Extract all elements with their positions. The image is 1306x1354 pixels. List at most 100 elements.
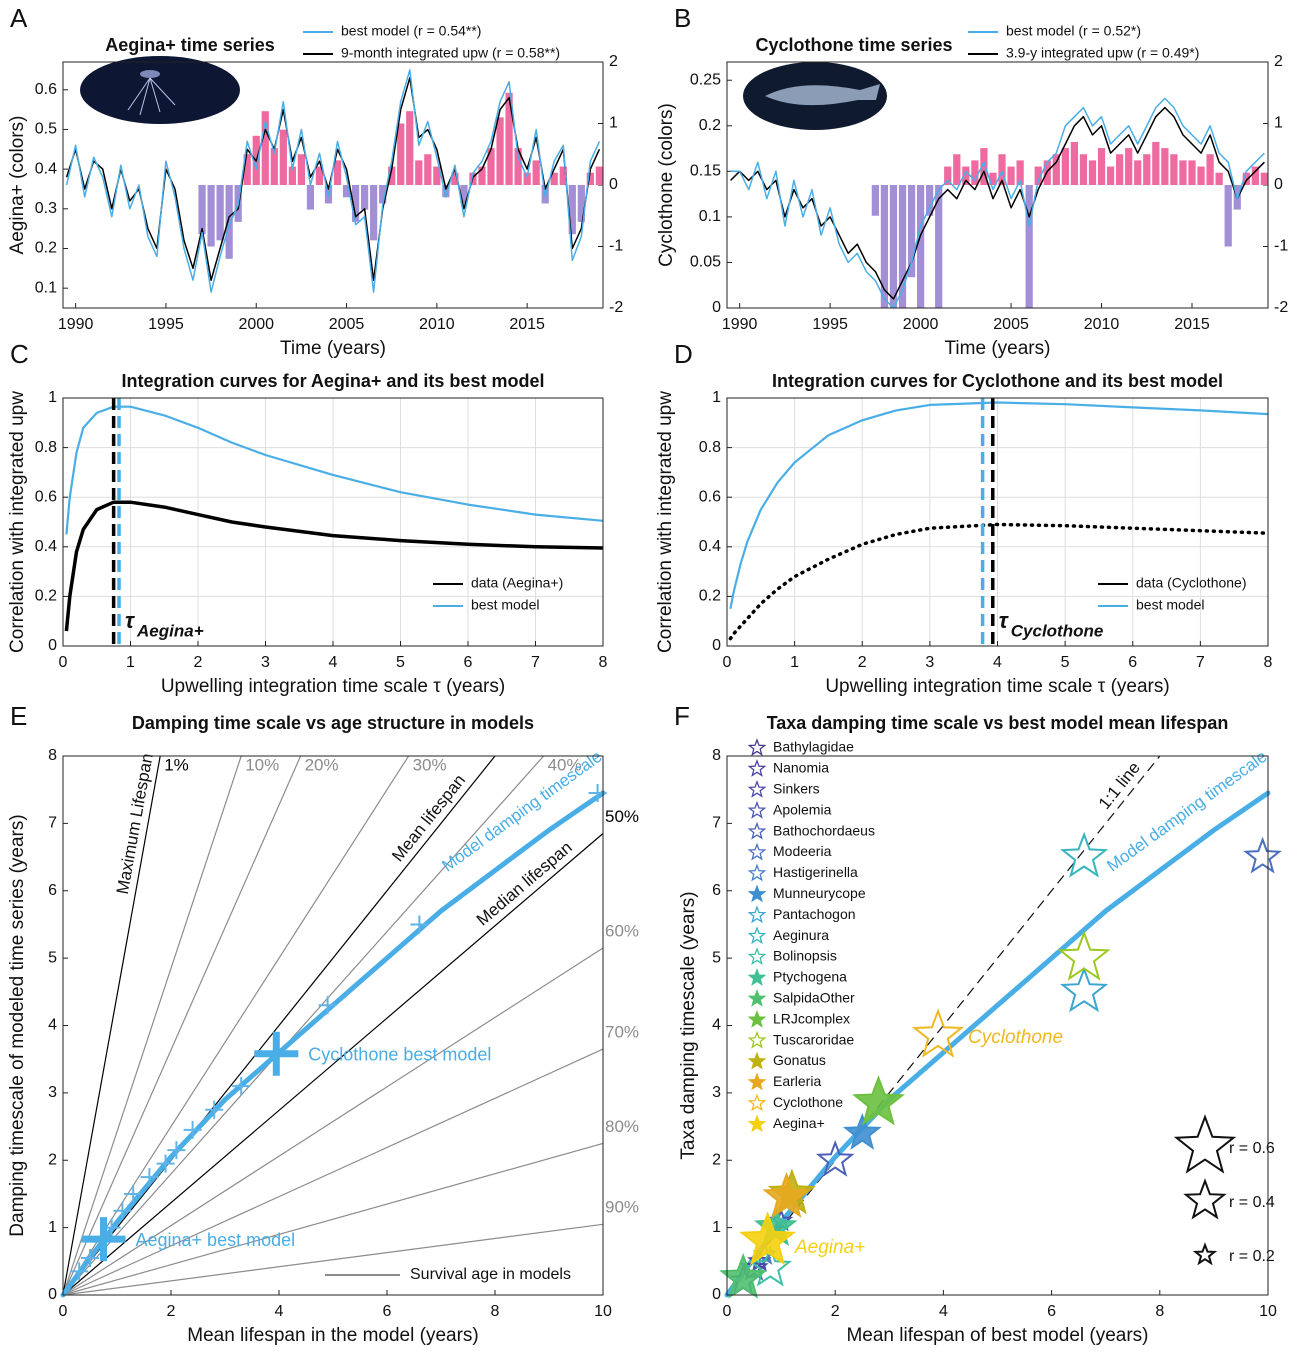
legend-label: Tuscaroridae (773, 1031, 854, 1047)
anomaly-bar (306, 185, 315, 210)
anomaly-bar (998, 154, 1006, 185)
x-tick-label: 8 (491, 1303, 500, 1320)
legend-label: best model (r = 0.54**) (341, 23, 481, 39)
anomaly-bar (315, 166, 324, 185)
jellyfish-photo (80, 56, 240, 124)
y-axis-label: Cyclothone (colors) (656, 103, 677, 267)
x-tick-label: 2015 (509, 316, 545, 333)
survival-line (62, 947, 604, 1296)
survival-line (62, 755, 496, 1296)
y2-tick-label: -2 (1274, 299, 1288, 316)
taxon-star (911, 1008, 965, 1058)
chart-title: Cyclothone time series (755, 35, 952, 55)
anomaly-bar (586, 172, 594, 185)
legend-star (747, 884, 767, 903)
size-legend-star (1192, 1242, 1218, 1266)
y2-tick-label: 1 (1274, 115, 1283, 132)
plot-frame (726, 61, 1269, 309)
taxon-star (739, 1211, 797, 1266)
anomaly-bar (1070, 141, 1079, 185)
legend-label: 3.9-y integrated upw (r = 0.49*) (1006, 45, 1199, 61)
anomaly-bar (1188, 160, 1196, 185)
x-tick-label: 2010 (1084, 316, 1120, 333)
legend-label: Aegina+ (773, 1115, 825, 1131)
x-tick-label: 3 (925, 654, 934, 671)
series-line (64, 500, 604, 632)
taxon-star (1243, 836, 1282, 874)
anomaly-bar (1170, 154, 1178, 185)
anomaly-bar (442, 185, 450, 198)
legend-label: Gonatus (773, 1052, 826, 1068)
anomaly-bar (433, 166, 441, 185)
y-tick-label: 0 (712, 1286, 721, 1303)
taxon-star (762, 1171, 811, 1218)
series-line (728, 522, 1270, 641)
x-tick-label: 2 (167, 1303, 176, 1320)
x-tick-label: 1990 (722, 316, 758, 333)
x-tick-label: 6 (1047, 1303, 1056, 1320)
anomaly-bar (451, 172, 459, 185)
x-tick-label: 4 (993, 654, 1002, 671)
anomaly-bar (953, 154, 961, 185)
anomaly-bar (595, 166, 603, 185)
y-tick-label: 0 (48, 1286, 57, 1303)
anomaly-bar (279, 129, 287, 185)
model-marker (124, 1184, 143, 1203)
anomaly-bar (916, 185, 925, 308)
y-tick-label: 8 (48, 747, 57, 764)
x-tick-label: 2 (858, 654, 867, 671)
y-tick-label: 1 (48, 389, 57, 406)
anomaly-bar (1152, 141, 1160, 185)
y-tick-label: 7 (48, 815, 57, 832)
legend-label: Survival age in models (410, 1266, 571, 1283)
x-tick-label: 0 (723, 654, 732, 671)
size-legend-star (1183, 1178, 1227, 1220)
legend-label: Nanomia (773, 760, 829, 776)
x-axis-label: Upwelling integration time scale τ (year… (825, 676, 1169, 697)
y2-tick-label: 2 (1274, 53, 1283, 70)
y-tick-label: 1 (48, 1219, 57, 1236)
tau-symbol: τ (125, 608, 135, 633)
y-axis-label: Taxa damping timescale (years) (678, 891, 699, 1159)
taxon-star (1059, 966, 1109, 1013)
anomaly-bar (1179, 160, 1187, 185)
x-tick-label: 2000 (238, 316, 274, 333)
anomaly-bar (1079, 154, 1088, 185)
y-tick-label: 0.2 (35, 588, 57, 605)
anomaly-bar (1097, 148, 1106, 185)
x-tick-label: 7 (1196, 654, 1205, 671)
survival-label: 80% (605, 1117, 639, 1136)
survival-line (62, 833, 604, 1296)
plot-frame (726, 755, 1269, 1296)
x-tick-label: 1995 (148, 316, 184, 333)
anomaly-bar (559, 166, 567, 185)
anomaly-bar (1016, 160, 1024, 185)
anomaly-bar (1143, 154, 1151, 185)
anomaly-bar (1025, 185, 1033, 308)
survival-label: 70% (605, 1023, 639, 1042)
x-tick-label: 2005 (993, 316, 1029, 333)
tau-subscript: Cyclothone (1011, 621, 1104, 640)
anomaly-bar (871, 185, 879, 216)
anomaly-bar (907, 185, 916, 278)
anomaly-bar (935, 185, 943, 308)
y-tick-label: 6 (48, 882, 57, 899)
y-tick-label: 0 (712, 637, 721, 654)
y-tick-label: 1 (712, 389, 721, 406)
legend-label: LRJcomplex (773, 1010, 850, 1026)
legend-label: Sinkers (773, 781, 820, 797)
y-tick-label: 0 (712, 299, 721, 316)
taxon-star (1059, 831, 1109, 878)
anomaly-bar (1116, 154, 1124, 185)
legend-label: Munneurycope (773, 885, 866, 901)
anomaly-bar (478, 166, 486, 185)
y-tick-label: 0.4 (35, 538, 57, 555)
anomaly-bar (333, 160, 342, 185)
y-tick-label: 0.5 (35, 121, 57, 138)
survival-line (62, 755, 545, 1296)
model-marker (588, 784, 607, 803)
anomaly-bar (406, 111, 414, 185)
model-marker (140, 1168, 159, 1187)
taxon-star (1057, 930, 1111, 981)
